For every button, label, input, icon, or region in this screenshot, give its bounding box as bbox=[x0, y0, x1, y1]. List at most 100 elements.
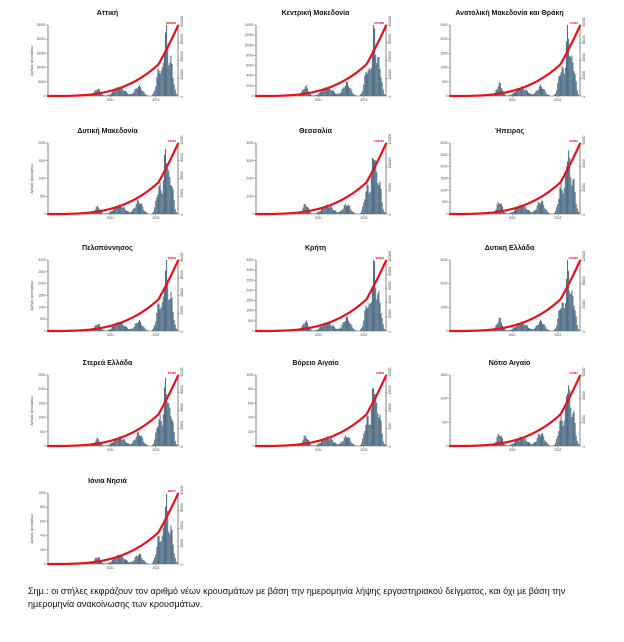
daily-cases-bar bbox=[152, 562, 154, 564]
daily-cases-bar bbox=[139, 84, 141, 96]
daily-cases-bar bbox=[170, 185, 172, 214]
daily-cases-bar bbox=[315, 445, 317, 446]
daily-cases-bar bbox=[174, 440, 176, 446]
daily-cases-bar bbox=[329, 88, 331, 96]
daily-cases-bar bbox=[163, 54, 165, 96]
daily-cases-bar bbox=[555, 93, 557, 96]
daily-cases-bar bbox=[144, 93, 146, 96]
daily-cases-bar bbox=[370, 175, 372, 214]
daily-cases-bar bbox=[311, 95, 313, 96]
daily-cases-bar bbox=[364, 75, 366, 96]
daily-cases-bar bbox=[567, 161, 569, 214]
daily-cases-bar bbox=[562, 68, 564, 96]
daily-cases-bar bbox=[343, 87, 345, 96]
daily-cases-bar bbox=[116, 555, 118, 564]
chart-svg: 0 500 1000 1500 2000 2500 3000 0 20000 40000 60000… bbox=[440, 135, 586, 220]
daily-cases-bar bbox=[365, 305, 367, 331]
daily-cases-bar bbox=[515, 208, 517, 214]
left-tick-label: 3000 bbox=[246, 159, 253, 163]
right-tick-label: 40000 bbox=[388, 295, 392, 304]
daily-cases-bar bbox=[111, 559, 113, 564]
daily-cases-bar bbox=[500, 203, 502, 214]
right-tick-label: 80000 bbox=[180, 367, 184, 376]
cumulative-total-label: 57681 bbox=[570, 371, 579, 375]
daily-cases-bar bbox=[123, 559, 125, 564]
right-tick-label: 15000 bbox=[388, 385, 392, 394]
daily-cases-bar bbox=[344, 203, 346, 214]
x-tick-label: 2021 bbox=[315, 333, 322, 337]
daily-cases-bar bbox=[531, 444, 533, 446]
daily-cases-bar bbox=[327, 205, 329, 214]
daily-cases-bar bbox=[546, 94, 548, 96]
region-chart-panel: Αττική 0 5000 10000 15000 20000 25000 0 200000 40… bbox=[10, 10, 205, 110]
daily-cases-bar bbox=[170, 525, 172, 564]
daily-cases-bar bbox=[166, 493, 168, 564]
daily-cases-bar bbox=[376, 63, 378, 96]
daily-cases-bar bbox=[331, 208, 333, 214]
daily-cases-bar bbox=[510, 329, 512, 331]
daily-cases-bar bbox=[340, 327, 342, 331]
left-tick-label: 2500 bbox=[38, 270, 45, 274]
daily-cases-bar bbox=[91, 445, 93, 446]
daily-cases-bar bbox=[175, 212, 177, 214]
daily-cases-bar bbox=[329, 323, 331, 331]
daily-cases-bar bbox=[367, 416, 369, 446]
daily-cases-bar bbox=[309, 442, 311, 446]
right-tick-label: 0 bbox=[180, 214, 184, 216]
daily-cases-bar bbox=[127, 443, 129, 446]
daily-cases-bar bbox=[121, 439, 123, 446]
daily-cases-bar bbox=[381, 82, 383, 96]
daily-cases-bar bbox=[371, 158, 373, 214]
daily-cases-bar bbox=[535, 325, 537, 331]
daily-cases-bar bbox=[145, 94, 147, 96]
daily-cases-bar bbox=[374, 28, 376, 96]
daily-cases-bar bbox=[114, 326, 116, 331]
daily-cases-bar bbox=[345, 437, 347, 446]
daily-cases-bar bbox=[145, 444, 147, 446]
daily-cases-bar bbox=[127, 210, 129, 214]
daily-cases-bar bbox=[326, 204, 328, 214]
daily-cases-bar bbox=[137, 555, 139, 564]
daily-cases-bar bbox=[306, 88, 308, 96]
left-tick-label: 1500 bbox=[38, 294, 45, 298]
daily-cases-bar bbox=[528, 92, 530, 96]
daily-cases-bar bbox=[521, 438, 523, 446]
daily-cases-bar bbox=[534, 210, 536, 214]
daily-cases-bar bbox=[512, 211, 514, 214]
daily-cases-bar bbox=[337, 328, 339, 331]
daily-cases-bar bbox=[496, 436, 498, 446]
daily-cases-bar bbox=[525, 209, 527, 214]
daily-cases-bar bbox=[133, 439, 135, 446]
daily-cases-bar bbox=[169, 177, 171, 214]
daily-cases-bar bbox=[338, 444, 340, 446]
daily-cases-bar bbox=[167, 168, 169, 214]
daily-cases-bar bbox=[136, 88, 138, 96]
daily-cases-bar bbox=[533, 329, 535, 331]
daily-cases-bar bbox=[515, 327, 517, 331]
daily-cases-bar bbox=[131, 328, 133, 331]
daily-cases-bar bbox=[140, 203, 142, 214]
daily-cases-bar bbox=[108, 94, 110, 96]
left-tick-label: 2000 bbox=[38, 387, 45, 391]
daily-cases-bar bbox=[324, 439, 326, 446]
daily-cases-bar bbox=[163, 387, 165, 446]
daily-cases-bar bbox=[317, 211, 319, 214]
x-tick-label: 2021 bbox=[107, 448, 114, 452]
daily-cases-bar bbox=[511, 93, 513, 96]
daily-cases-bar bbox=[335, 210, 337, 214]
x-tick-label: 2021 bbox=[315, 98, 322, 102]
daily-cases-bar bbox=[158, 419, 160, 446]
daily-cases-bar bbox=[321, 441, 323, 446]
daily-cases-bar bbox=[561, 420, 563, 446]
daily-cases-bar bbox=[373, 388, 375, 446]
daily-cases-bar bbox=[507, 445, 509, 446]
daily-cases-bar bbox=[517, 323, 519, 331]
daily-cases-bar bbox=[533, 210, 535, 214]
daily-cases-bar bbox=[167, 279, 169, 331]
x-tick-label: 2022 bbox=[360, 333, 367, 337]
left-tick-label: 0 bbox=[446, 94, 448, 98]
daily-cases-bar bbox=[545, 441, 547, 446]
daily-cases-bar bbox=[140, 87, 142, 96]
daily-cases-bar bbox=[347, 205, 349, 214]
daily-cases-bar bbox=[110, 328, 112, 331]
